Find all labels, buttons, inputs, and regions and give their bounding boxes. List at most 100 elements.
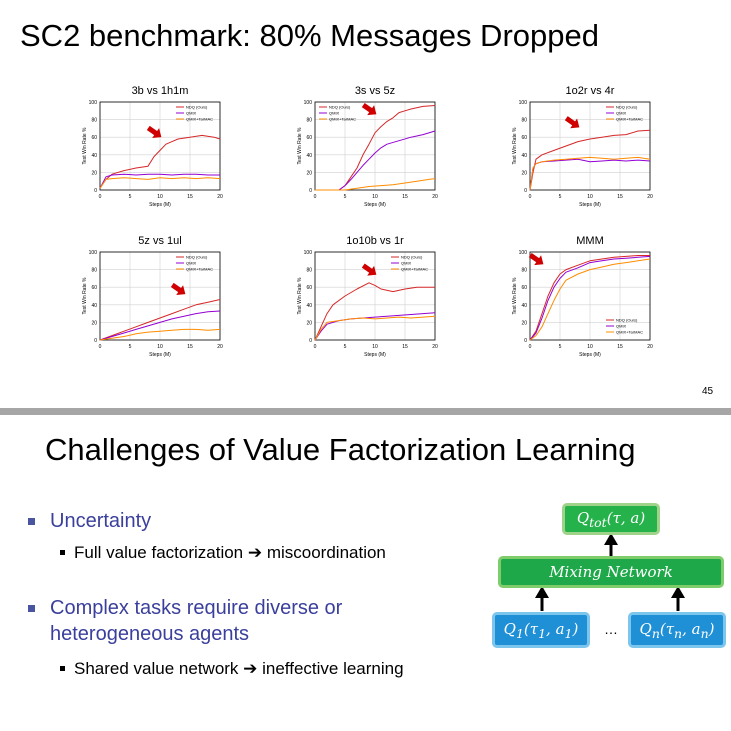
x-tick-label: 20 bbox=[217, 344, 223, 350]
y-tick-label: 20 bbox=[306, 320, 312, 326]
highlight-arrow-icon bbox=[146, 125, 162, 138]
mixing-network-node: Mixing Network bbox=[498, 556, 724, 588]
y-tick-label: 0 bbox=[309, 188, 312, 194]
page-number: 45 bbox=[702, 386, 714, 397]
highlight-arrow-icon bbox=[170, 282, 186, 296]
chart-title: 3s vs 5z bbox=[355, 85, 395, 97]
legend-label: QMIX+TarMAC bbox=[186, 117, 213, 122]
x-tick-label: 5 bbox=[344, 344, 347, 350]
y-tick-label: 100 bbox=[519, 250, 528, 256]
series-line-1 bbox=[314, 312, 436, 341]
bullet-label: Complex tasks require diverse or heterog… bbox=[50, 597, 343, 645]
y-axis-label: Test Win Rate % bbox=[512, 127, 518, 165]
y-tick-label: 0 bbox=[309, 338, 312, 344]
y-tick-label: 60 bbox=[91, 285, 97, 291]
y-tick-label: 20 bbox=[91, 320, 97, 326]
x-tick-label: 20 bbox=[432, 344, 438, 350]
x-tick-label: 0 bbox=[314, 194, 317, 200]
x-tick-label: 10 bbox=[157, 194, 163, 200]
x-tick-label: 5 bbox=[559, 344, 562, 350]
chart-title: 3b vs 1h1m bbox=[132, 85, 189, 97]
legend-label: QMIX+TarMAC bbox=[401, 267, 428, 272]
y-tick-label: 100 bbox=[89, 250, 98, 256]
x-tick-label: 5 bbox=[344, 194, 347, 200]
highlight-arrow-icon bbox=[361, 263, 377, 276]
series-line-2 bbox=[99, 328, 221, 341]
legend-label: QMIX+TarMAC bbox=[616, 330, 643, 335]
y-tick-label: 60 bbox=[306, 135, 312, 141]
plot-frame bbox=[529, 101, 651, 191]
chart-svg: MMM 0 20 40 60 80 100 0 5 10 15 20 Steps (M) Test Win… bbox=[512, 235, 653, 358]
legend-label: QMIX+TarMAC bbox=[329, 117, 356, 122]
chart-title: MMM bbox=[576, 235, 604, 247]
legend-label: QMIX+TarMAC bbox=[616, 117, 643, 122]
y-tick-label: 40 bbox=[306, 303, 312, 309]
chart-3: 5z vs 1ul 0 20 40 60 80 100 0 5 10 15 20 Steps (M) Te… bbox=[70, 232, 230, 372]
arrowhead-icon bbox=[535, 586, 549, 598]
q1-node: Q1(τ1, a1) bbox=[492, 612, 590, 648]
y-axis-label: Test Win Rate % bbox=[297, 127, 303, 165]
x-tick-label: 15 bbox=[187, 344, 193, 350]
x-axis-label: Steps (M) bbox=[364, 352, 386, 358]
bullet-complex-tasks: Complex tasks require diverse or heterog… bbox=[28, 595, 468, 649]
series-line-0 bbox=[529, 129, 651, 191]
legend-label: QMIX+TarMAC bbox=[186, 267, 213, 272]
x-axis-label: Steps (M) bbox=[579, 202, 601, 208]
x-tick-label: 15 bbox=[617, 344, 623, 350]
series-line-0 bbox=[99, 299, 221, 341]
chart-title: 5z vs 1ul bbox=[138, 235, 181, 247]
y-tick-label: 80 bbox=[306, 268, 312, 274]
y-tick-label: 60 bbox=[306, 285, 312, 291]
y-tick-label: 20 bbox=[521, 320, 527, 326]
bullet-label: Uncertainty bbox=[50, 510, 152, 532]
y-tick-label: 60 bbox=[521, 285, 527, 291]
qn-label: Qn(τn, an) bbox=[639, 619, 715, 641]
y-tick-label: 80 bbox=[91, 118, 97, 124]
bullet-square-icon bbox=[60, 666, 65, 671]
chart-4: 1o10b vs 1r 0 20 40 60 80 100 0 5 10 15 20 Steps (M)… bbox=[285, 232, 445, 372]
series-line-2 bbox=[529, 258, 651, 341]
x-tick-label: 10 bbox=[372, 344, 378, 350]
x-tick-label: 15 bbox=[402, 344, 408, 350]
x-axis-label: Steps (M) bbox=[579, 352, 601, 358]
y-tick-label: 40 bbox=[306, 153, 312, 159]
x-tick-label: 10 bbox=[587, 194, 593, 200]
series-line-1 bbox=[315, 130, 436, 191]
y-tick-label: 40 bbox=[521, 303, 527, 309]
chart-svg: 3b vs 1h1m 0 20 40 60 80 100 0 5 10 15 20 Steps (M) T… bbox=[82, 85, 223, 208]
bullet-square-icon bbox=[28, 605, 35, 612]
legend-label: QMIX bbox=[401, 261, 412, 266]
slide-divider bbox=[0, 408, 731, 415]
legend-label: NDQ (Ours) bbox=[186, 105, 208, 110]
series-line-2 bbox=[315, 178, 436, 191]
legend-label: NDQ (Ours) bbox=[186, 255, 208, 260]
legend-label: QMIX bbox=[186, 111, 197, 116]
x-tick-label: 5 bbox=[129, 194, 132, 200]
y-tick-label: 80 bbox=[306, 118, 312, 124]
y-tick-label: 40 bbox=[91, 153, 97, 159]
series-line-0 bbox=[529, 255, 650, 341]
x-axis-label: Steps (M) bbox=[149, 352, 171, 358]
q-tot-node: Qtot(τ, a) bbox=[562, 503, 660, 535]
legend-label: NDQ (Ours) bbox=[616, 105, 638, 110]
y-tick-label: 20 bbox=[306, 170, 312, 176]
series-line-1 bbox=[529, 255, 651, 341]
bullet-square-icon bbox=[60, 550, 65, 555]
series-line-1 bbox=[99, 310, 221, 341]
ellipsis: … bbox=[604, 621, 618, 637]
plot-frame bbox=[529, 251, 651, 341]
x-tick-label: 0 bbox=[529, 344, 532, 350]
sub-bullet-label: Shared value network ➔ ineffective learn… bbox=[74, 659, 404, 678]
q-tot-label: Qtot(τ, a) bbox=[576, 508, 646, 530]
y-tick-label: 40 bbox=[91, 303, 97, 309]
x-tick-label: 0 bbox=[99, 194, 102, 200]
chart-2: 1o2r vs 4r 0 20 40 60 80 100 0 5 10 15 20 Steps (M) T… bbox=[500, 82, 660, 222]
y-tick-label: 80 bbox=[91, 268, 97, 274]
chart-svg: 1o10b vs 1r 0 20 40 60 80 100 0 5 10 15 20 Steps (M)… bbox=[297, 235, 438, 358]
x-tick-label: 15 bbox=[187, 194, 193, 200]
x-tick-label: 20 bbox=[217, 194, 223, 200]
arrowhead-icon bbox=[604, 533, 618, 545]
y-tick-label: 80 bbox=[521, 118, 527, 124]
y-tick-label: 60 bbox=[521, 135, 527, 141]
